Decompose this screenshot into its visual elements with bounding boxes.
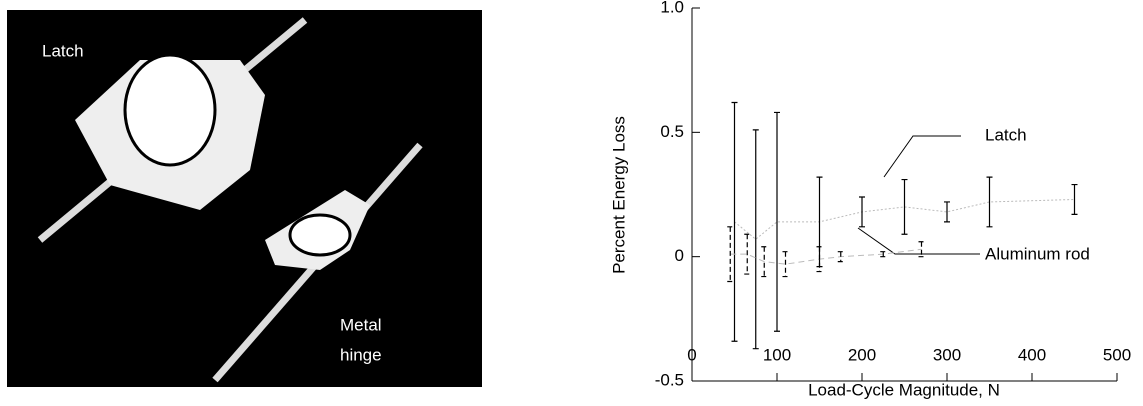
error-bar [727,226,734,283]
x-tick-label: 300 [933,345,961,364]
x-tick-label: 400 [1018,345,1046,364]
annotation: Latch [985,125,1027,144]
x-axis-title: Load-Cycle Magnitude, N [808,380,1000,399]
y-tick-label: 0 [675,246,684,265]
annotation: Aluminum rod [985,244,1090,263]
photo-label: Metal [340,315,382,334]
error-bar [744,233,751,275]
error-bar [918,241,925,258]
x-tick-label: 500 [1103,345,1131,364]
x-tick-label: 0 [687,345,696,364]
error-bar [816,176,823,268]
error-bar [837,251,844,263]
error-bar [782,251,789,278]
hinge-pin [288,213,352,257]
chart: Percent Energy Loss Load-Cycle Magnitude… [609,0,1131,399]
x-tick-label: 200 [848,345,876,364]
x-tick-label: 100 [763,345,791,364]
error-bar [761,246,768,278]
error-bar [816,246,823,273]
error-bar [859,196,865,228]
y-tick-label: 1.0 [660,0,684,16]
error-bar [986,176,993,228]
series-line [730,248,922,265]
y-axis-title: Percent Energy Loss [609,116,628,274]
error-bar [944,201,950,223]
y-tick-label: -0.5 [655,370,684,389]
y-tick-label: 0.5 [660,122,684,141]
error-bar [1071,183,1078,215]
photo-label: hinge [340,345,382,364]
error-bar [731,101,738,342]
latch-cylinder [123,53,217,167]
leader-line [857,227,980,255]
error-bar [774,111,780,332]
error-bar [752,129,759,350]
leader-line [883,135,961,178]
photo: Latch Metal hinge [7,10,482,387]
photo-label: Latch [42,41,84,60]
error-bar [880,251,887,258]
error-bar [901,178,908,235]
